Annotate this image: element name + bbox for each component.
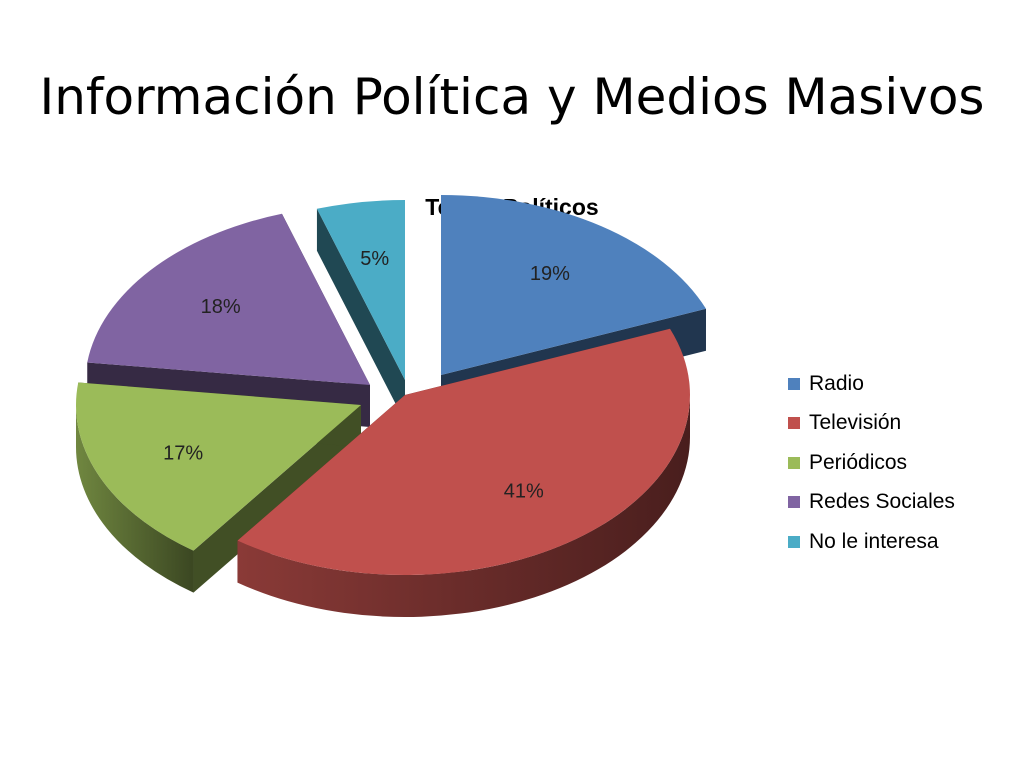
legend-item-radio: Radio [788, 364, 955, 404]
data-label-radio: 19% [530, 263, 570, 285]
legend-label: No le interesa [809, 529, 939, 553]
pie-slice-no-le-interesa [316, 200, 405, 422]
legend-item-television: Televisión [788, 404, 955, 444]
data-label-no-le-interesa: 5% [360, 248, 389, 270]
data-label-redes-sociales: 18% [201, 296, 241, 318]
chart-legend: Radio Televisión Periódicos Redes Sociales N… [788, 364, 955, 562]
legend-label: Periódicos [809, 450, 908, 474]
legend-item-redes-sociales: Redes Sociales [788, 483, 955, 523]
data-label-periodicos: 17% [163, 443, 203, 465]
legend-item-no-le-interesa: No le interesa [788, 522, 955, 562]
legend-swatch [788, 377, 800, 390]
legend-swatch [788, 535, 800, 548]
legend-label: Redes Sociales [809, 490, 955, 514]
legend-label: Televisión [809, 411, 902, 435]
pie-slice-periodicos [76, 382, 361, 593]
data-label-television: 41% [504, 481, 544, 503]
legend-item-periodicos: Periódicos [788, 443, 955, 483]
legend-swatch [788, 456, 800, 469]
legend-swatch [788, 417, 800, 430]
pie-slice-television [237, 328, 691, 617]
legend-swatch [788, 496, 800, 509]
slide-title: Información Política y Medios Masivos [39, 68, 985, 126]
legend-label: Radio [809, 371, 864, 395]
